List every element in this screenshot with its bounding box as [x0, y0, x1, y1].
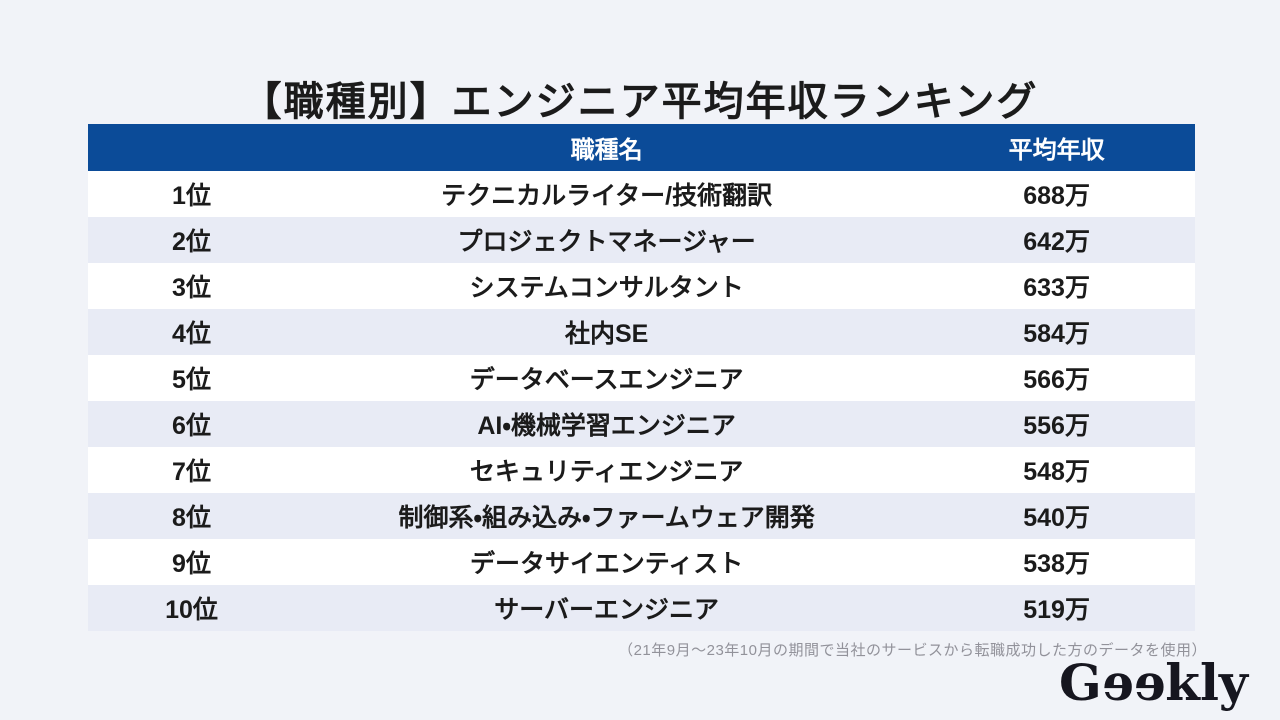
table-row: 7位 セキュリティエンジニア 548万 [88, 447, 1195, 493]
ranking-table: 職種名 平均年収 1位 テクニカルライター/技術翻訳 688万 2位 プロジェクトマネー… [88, 124, 1195, 631]
job-cell: データサイエンティスト [469, 550, 744, 578]
job-cell: プロジェクトマネージャー [457, 228, 756, 256]
page-title: 【職種別】エンジニア平均年収ランキング [241, 79, 1039, 124]
salary-cell: 642万 [1023, 228, 1090, 256]
rank-cell: 1位 [172, 182, 211, 210]
job-cell: サーバーエンジニア [494, 596, 719, 624]
rank-cell: 9位 [172, 550, 211, 578]
table-row: 1位 テクニカルライター/技術翻訳 688万 [88, 171, 1195, 217]
logo-mirrored-ee: ee [1101, 653, 1166, 712]
header-job: 職種名 [570, 137, 643, 164]
table-header-row: 職種名 平均年収 [88, 124, 1195, 171]
rank-cell: 7位 [172, 458, 211, 486]
footnote: （21年9月～23年10月の期間で当社のサービスから転職成功した方のデータを使用… [618, 642, 1207, 659]
rank-cell: 6位 [172, 412, 211, 440]
salary-cell: 688万 [1023, 182, 1090, 210]
header-salary: 平均年収 [1008, 137, 1105, 164]
rank-cell: 5位 [172, 366, 211, 394]
job-cell: 制御系・組み込み・ファームウェア開発 [398, 504, 815, 532]
salary-cell: 540万 [1023, 504, 1090, 532]
table-row: 6位 AI・機械学習エンジニア 556万 [88, 401, 1195, 447]
table-row: 5位 データベースエンジニア 566万 [88, 355, 1195, 401]
job-cell: データベースエンジニア [469, 366, 744, 394]
job-cell: システムコンサルタント [469, 274, 744, 302]
geekly-logo: Geekly [1059, 653, 1248, 712]
rank-cell: 8位 [172, 504, 211, 532]
table-row: 10位 サーバーエンジニア 519万 [88, 585, 1195, 631]
logo-suffix: kly [1165, 653, 1248, 712]
salary-cell: 548万 [1023, 458, 1090, 486]
table-row: 9位 データサイエンティスト 538万 [88, 539, 1195, 585]
job-cell: 社内SE [564, 320, 649, 348]
salary-cell: 538万 [1023, 550, 1090, 578]
rank-cell: 2位 [172, 228, 211, 256]
table-body: 1位 テクニカルライター/技術翻訳 688万 2位 プロジェクトマネージャー 642万 3位… [88, 171, 1195, 631]
table-row: 8位 制御系・組み込み・ファームウェア開発 540万 [88, 493, 1195, 539]
salary-cell: 556万 [1023, 412, 1090, 440]
rank-cell: 4位 [172, 320, 211, 348]
table-row: 2位 プロジェクトマネージャー 642万 [88, 217, 1195, 263]
job-cell: テクニカルライター/技術翻訳 [441, 182, 773, 210]
table-row: 4位 社内SE 584万 [88, 309, 1195, 355]
rank-cell: 10位 [165, 596, 218, 624]
job-cell: セキュリティエンジニア [469, 458, 744, 486]
rank-cell: 3位 [172, 274, 211, 302]
table-row: 3位 システムコンサルタント 633万 [88, 263, 1195, 309]
salary-cell: 566万 [1023, 366, 1090, 394]
job-cell: AI・機械学習エンジニア [477, 412, 736, 440]
salary-cell: 519万 [1023, 596, 1090, 624]
salary-cell: 633万 [1023, 274, 1090, 302]
logo-prefix: G [1058, 653, 1102, 712]
salary-cell: 584万 [1023, 320, 1090, 348]
